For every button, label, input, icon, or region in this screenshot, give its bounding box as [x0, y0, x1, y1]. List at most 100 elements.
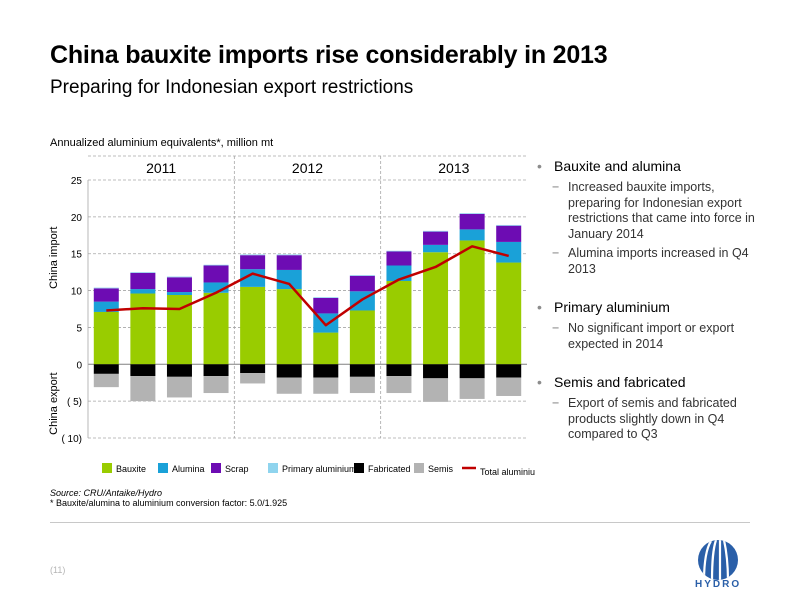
bar-segment-primary-aluminium: [459, 213, 485, 214]
bar-segment-semis: [240, 373, 266, 384]
y-tick-label: 10: [71, 287, 83, 298]
bar-segment-primary-aluminium: [203, 264, 229, 266]
bar-segment-alumina: [130, 289, 156, 294]
bar-segment-fabricated: [93, 364, 119, 374]
bar-segment-alumina: [496, 241, 522, 263]
logo-wordmark: HYDRO: [695, 579, 742, 590]
bar-segment-bauxite: [313, 332, 339, 365]
bullet-section: Semis and fabricated Export of semis and…: [537, 374, 767, 443]
page-title: China bauxite imports rise considerably …: [50, 41, 608, 69]
bar-segment-scrap: [313, 297, 339, 314]
footnote: * Bauxite/alumina to aluminium conversio…: [50, 498, 288, 508]
bar-segment-alumina: [240, 269, 266, 287]
bar-segment-bauxite: [203, 292, 229, 365]
bar-segment-semis: [386, 376, 412, 394]
bar-segment-scrap: [240, 255, 266, 270]
chart-units-label: Annualized aluminium equivalents*, milli…: [50, 137, 274, 149]
bar-segment-primary-aluminium: [276, 254, 302, 256]
bar-segment-bauxite: [496, 262, 522, 365]
bar-segment-fabricated: [349, 364, 375, 377]
bar-segment-fabricated: [459, 364, 485, 379]
bar-segment-scrap: [130, 272, 156, 290]
bar-segment-scrap: [93, 288, 119, 302]
year-label: 2011: [146, 160, 176, 176]
bar-segment-primary-aluminium: [240, 254, 266, 256]
y-tick-label: ( 10): [61, 434, 82, 445]
source-note: Source: CRU/Antaike/Hydro: [50, 488, 163, 498]
bar-segment-primary-aluminium: [349, 275, 375, 276]
legend-swatch: [211, 463, 221, 473]
bar-segment-bauxite: [130, 293, 156, 365]
bar-segment-primary-aluminium: [423, 230, 449, 232]
bar-segment-alumina: [276, 269, 302, 290]
bar-segment-scrap: [276, 255, 302, 270]
legend-swatch: [102, 463, 112, 473]
legend-swatch: [158, 463, 168, 473]
bar-segment-fabricated: [166, 364, 192, 377]
bar-segment-fabricated: [276, 364, 302, 378]
bullet-heading: Semis and fabricated: [537, 374, 767, 390]
bar-segment-fabricated: [240, 364, 266, 374]
bar-segment-fabricated: [386, 364, 412, 377]
bullet-item: Export of semis and fabricated products …: [537, 396, 767, 443]
legend-label: Semis: [428, 464, 454, 474]
bar-segment-alumina: [203, 282, 229, 293]
bar-segment-bauxite: [349, 310, 375, 365]
bar-segment-alumina: [423, 244, 449, 253]
bar-segment-scrap: [166, 277, 192, 293]
legend-swatch: [414, 463, 424, 473]
legend-label: Scrap: [225, 464, 249, 474]
bar-segment-semis: [313, 377, 339, 394]
bar-segment-fabricated: [313, 364, 339, 378]
bar-segment-bauxite: [276, 289, 302, 365]
y-axis-title-import: China import: [48, 227, 60, 289]
page-subtitle: Preparing for Indonesian export restrict…: [50, 77, 414, 98]
year-label: 2013: [438, 160, 469, 176]
bar-segment-semis: [423, 378, 449, 402]
stacked-bar-chart: 25 20 15 10 5 0 ( 5) ( 10) 2011 2012 2013 China imp…: [48, 155, 535, 477]
legend-swatch: [354, 463, 364, 473]
footer-divider: [50, 522, 750, 523]
bar-segment-scrap: [386, 251, 412, 266]
y-tick-label: 0: [76, 360, 82, 371]
legend-label: Primary aluminium: [282, 464, 357, 474]
bar-segment-bauxite: [386, 280, 412, 365]
legend-label: Total aluminium imports: [480, 467, 535, 477]
bar-segment-scrap: [459, 213, 485, 230]
bar-segment-primary-aluminium: [386, 250, 412, 252]
bar-segment-scrap: [203, 265, 229, 283]
total-imports-line: [106, 245, 510, 327]
y-tick-label: 25: [71, 176, 83, 187]
bar-segment-alumina: [166, 292, 192, 295]
bar-segment-primary-aluminium: [93, 287, 119, 289]
bullet-section: Bauxite and alumina Increased bauxite im…: [537, 158, 767, 277]
bar-segment-alumina: [93, 301, 119, 312]
bar-segment-primary-aluminium: [130, 272, 156, 273]
bar-segment-fabricated: [496, 364, 522, 378]
bullet-heading: Bauxite and alumina: [537, 158, 767, 174]
bar-segment-semis: [276, 377, 302, 394]
bullet-item: Increased bauxite imports, preparing for…: [537, 180, 767, 242]
y-axis-title-export: China export: [48, 372, 60, 434]
bar-segment-bauxite: [459, 240, 485, 365]
y-tick-label: 15: [71, 250, 83, 261]
bar-segment-scrap: [349, 275, 375, 292]
bar-segment-primary-aluminium: [313, 297, 339, 298]
page-number: (11): [50, 565, 66, 575]
bullet-panel: Bauxite and alumina Increased bauxite im…: [537, 158, 767, 465]
legend-label: Bauxite: [116, 464, 146, 474]
bar-segment-primary-aluminium: [496, 224, 522, 226]
bar-segment-semis: [93, 373, 119, 388]
legend-label: Fabricated: [368, 464, 411, 474]
bar-segment-semis: [203, 376, 229, 394]
bullet-item: Alumina imports increased in Q4 2013: [537, 246, 767, 277]
bar-segment-fabricated: [423, 364, 449, 379]
bar-segment-semis: [349, 376, 375, 394]
bullet-item: No significant import or export expected…: [537, 321, 767, 352]
bar-segment-semis: [130, 376, 156, 402]
bar-segment-primary-aluminium: [166, 276, 192, 278]
bar-segment-semis: [496, 377, 522, 396]
y-tick-label: 5: [76, 323, 82, 334]
bar-segment-semis: [166, 376, 192, 398]
hydro-logo: [698, 540, 738, 580]
